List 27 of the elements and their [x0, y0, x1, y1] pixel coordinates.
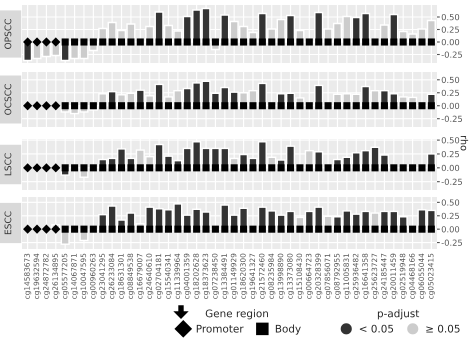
y-tick-label: 0.00: [442, 102, 460, 110]
text: LSCC: [4, 153, 12, 176]
y-tick-label: 0.25: [442, 26, 459, 33]
y-tick-label: -0.25: [442, 178, 462, 185]
legend-label: Body: [276, 324, 301, 335]
y-tick-label: 0.25: [442, 90, 459, 96]
legend-label: Promoter: [196, 324, 244, 333]
text: OPSCC: [4, 19, 12, 49]
legend-label: ≥ 0.05: [426, 324, 460, 333]
y-tick-label: -0.25: [442, 240, 462, 246]
y-tick-label: 0.00: [442, 164, 460, 172]
y-tick-label: 0.50: [442, 137, 460, 144]
legend-title: Gene region: [206, 309, 268, 320]
y-tick-label: 0.50: [442, 76, 460, 84]
y-tick-label: 0.25: [442, 150, 459, 158]
y-tick-label: -0.25: [442, 51, 462, 58]
legend-label: < 0.05: [360, 324, 394, 333]
y-tick-label: 0.50: [442, 14, 460, 20]
y-tick-label: 0.00: [442, 38, 460, 46]
y-tick-label: 0.25: [442, 212, 459, 220]
y-tick-label: 0.50: [442, 199, 460, 206]
text: p-adjust: [378, 309, 420, 320]
y-tick-label: 0.00: [442, 226, 460, 232]
text: OCSCC: [4, 84, 12, 115]
text: ESCC: [4, 211, 12, 234]
y-axis-title: rho: [460, 136, 468, 151]
y-tick-label: -0.25: [442, 116, 462, 122]
